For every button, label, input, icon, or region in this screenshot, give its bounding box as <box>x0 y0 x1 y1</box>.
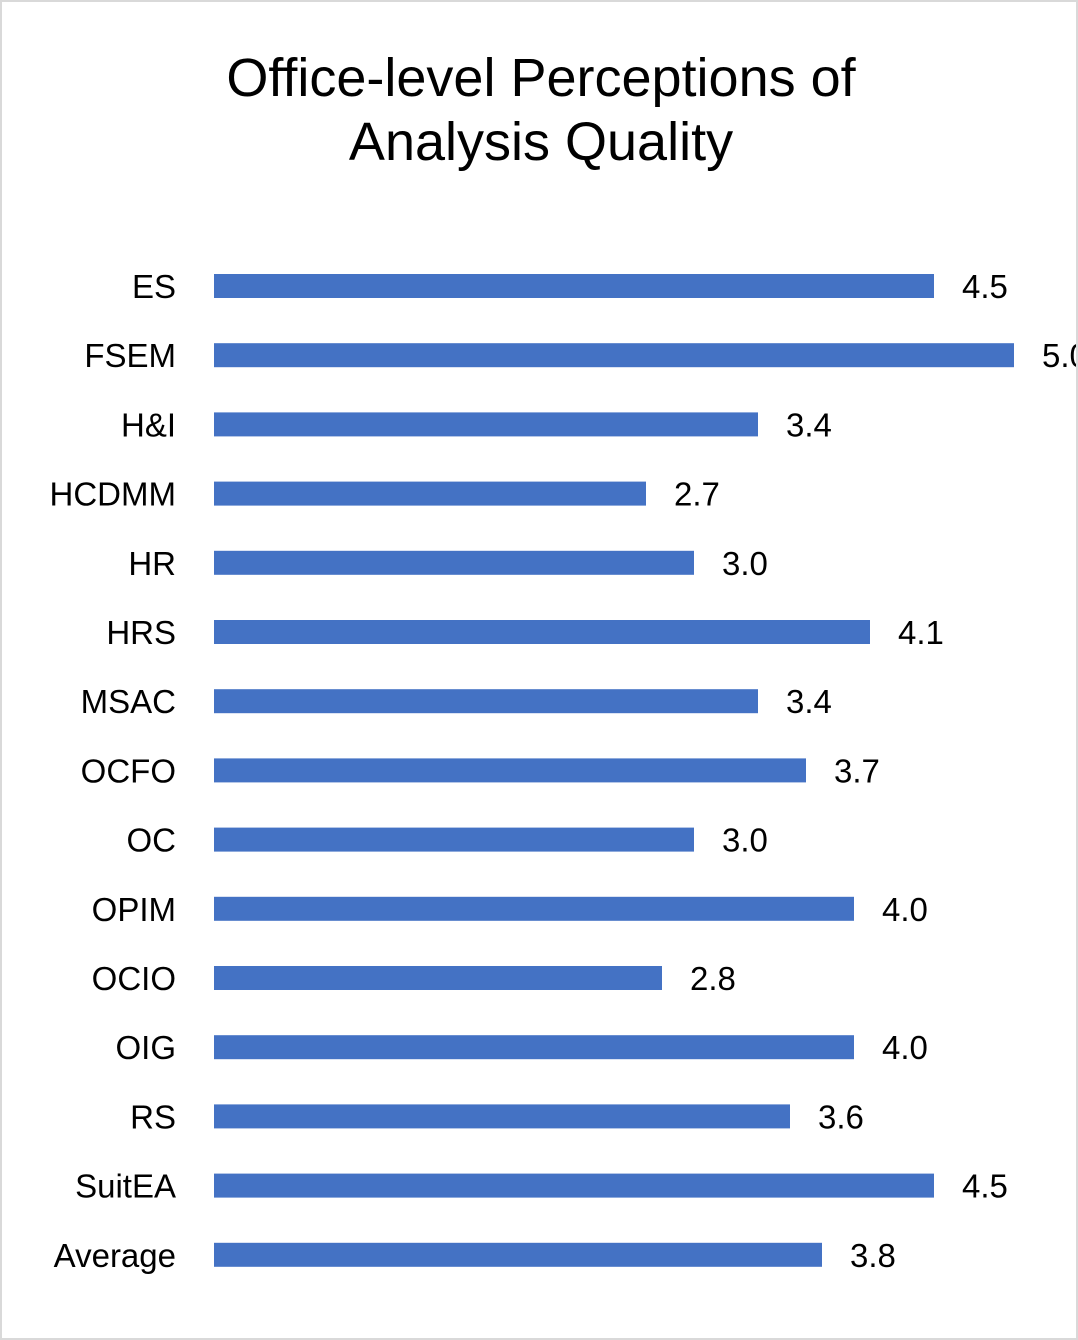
value-label: 3.4 <box>786 683 832 720</box>
category-label: HCDMM <box>50 476 176 513</box>
category-label: OCIO <box>92 960 176 997</box>
category-label: MSAC <box>81 683 176 720</box>
bar <box>214 620 870 644</box>
category-label: ES <box>132 268 176 305</box>
bar <box>214 1035 854 1060</box>
bar <box>214 1104 790 1129</box>
chart-title: Office-level Perceptions of Analysis Qua… <box>2 46 1076 174</box>
value-label: 3.0 <box>722 545 768 582</box>
category-label: Average <box>54 1237 176 1274</box>
value-label: 3.7 <box>834 752 880 789</box>
value-label: 2.7 <box>674 476 720 513</box>
chart-title-line-1: Office-level Perceptions of <box>226 48 856 108</box>
bar <box>214 274 934 298</box>
bar <box>214 896 854 921</box>
category-label: OPIM <box>92 891 176 928</box>
bar <box>214 1173 934 1198</box>
bar <box>214 481 646 506</box>
value-label: 5.0 <box>1042 337 1076 374</box>
bar <box>214 343 1014 368</box>
value-label: 4.5 <box>962 1168 1008 1205</box>
bar <box>214 758 806 783</box>
category-label: HR <box>128 545 176 582</box>
category-label: OIG <box>115 1029 176 1066</box>
value-label: 3.0 <box>722 822 768 859</box>
category-label: FSEM <box>84 337 176 374</box>
category-label: OC <box>127 822 177 859</box>
bar <box>214 966 662 990</box>
bar <box>214 689 758 714</box>
value-label: 4.5 <box>962 268 1008 305</box>
bar <box>214 1242 822 1267</box>
category-label: OCFO <box>81 752 176 789</box>
category-label: HRS <box>106 614 176 651</box>
category-label: H&I <box>121 406 176 443</box>
bar <box>214 550 694 575</box>
category-label: SuitEA <box>75 1168 176 1205</box>
value-label: 2.8 <box>690 960 736 997</box>
value-label: 4.0 <box>882 891 928 928</box>
chart-title-line-2: Analysis Quality <box>348 112 734 172</box>
bar <box>214 412 758 437</box>
value-label: 3.8 <box>850 1237 896 1274</box>
value-label: 4.0 <box>882 1029 928 1066</box>
bar <box>214 827 694 852</box>
value-label: 3.6 <box>818 1098 864 1135</box>
category-label: RS <box>130 1098 176 1135</box>
value-label: 3.4 <box>786 406 832 443</box>
value-label: 4.1 <box>898 614 944 651</box>
